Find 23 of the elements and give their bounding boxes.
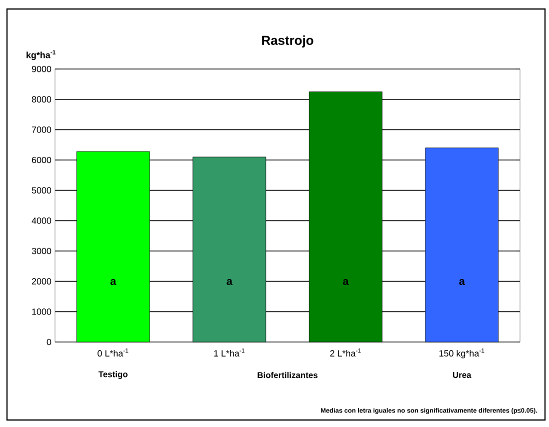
chart-title: Rastrojo <box>262 35 314 48</box>
y-tick-label: 7000 <box>32 126 52 133</box>
y-tick-label: 2000 <box>32 278 52 285</box>
y-tick-label: 6000 <box>32 156 52 164</box>
annotation: a <box>110 279 116 286</box>
y-tick-label: 5000 <box>32 187 52 194</box>
text: Biofertilizantes <box>258 372 318 378</box>
annotation: a <box>459 279 465 286</box>
y-tick-label: 0 <box>46 338 52 346</box>
y-tick-label: 4000 <box>32 217 52 224</box>
y-tick-label: 1000 <box>32 308 52 315</box>
y-tick-label: 3000 <box>32 248 52 254</box>
y-axis-title: kg*ha$^{-1}$ <box>26 50 56 60</box>
x-tick-label: 0 L*ha$^{-1}$ <box>98 348 128 357</box>
y-tick-label: 8000 <box>32 96 52 103</box>
x-tick-label: 2 L*ha$^{-1}$ <box>330 348 361 357</box>
y-tick-label: 9000 <box>32 66 52 72</box>
text: Urea <box>452 372 472 378</box>
annotation: a <box>226 279 232 286</box>
x-tick-label: 1 L*ha$^{-1}$ <box>214 348 244 357</box>
text: Testigo <box>98 371 128 379</box>
x-tick-label: 150 kg*ha$^{-1}$ <box>439 348 484 358</box>
annotation: a <box>342 279 349 286</box>
